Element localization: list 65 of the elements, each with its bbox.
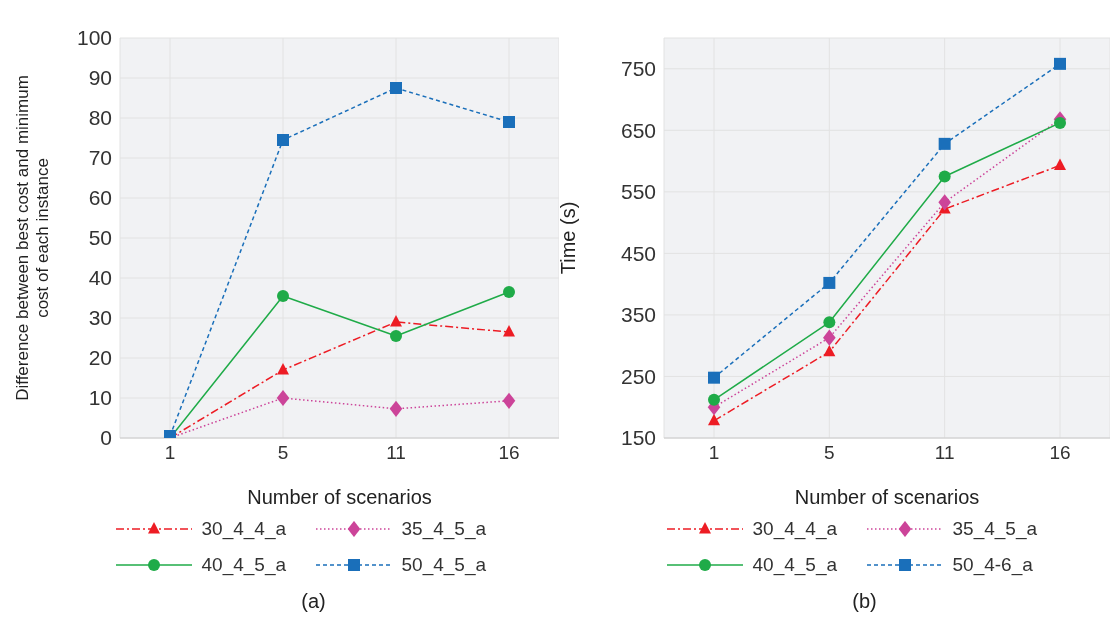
x-tick-label: 5 (277, 442, 289, 464)
point (938, 194, 951, 211)
legend-label: 50_4-6_a (952, 554, 1033, 576)
y-tick-label: 80 (88, 106, 112, 130)
point (276, 389, 290, 407)
x-tick-label: 5 (824, 442, 835, 464)
y-tick-label: 100 (76, 26, 112, 50)
y-axis-title: Time (s) (557, 201, 579, 275)
y-tick-label: 150 (620, 426, 656, 450)
y-tick-label: 70 (88, 146, 112, 170)
point (277, 363, 289, 375)
point (502, 392, 516, 409)
y-tick-label: 90 (88, 66, 112, 90)
point (823, 344, 836, 357)
y-tick-label: 650 (620, 118, 656, 142)
point (277, 290, 289, 302)
y-tick-label: 0 (100, 426, 112, 450)
point (708, 393, 720, 406)
point (390, 82, 402, 94)
point (277, 134, 289, 146)
point (1054, 57, 1066, 70)
y-tick-label: 550 (620, 180, 656, 204)
y-tick-label: 450 (620, 241, 656, 265)
point (708, 371, 720, 384)
y-tick-label: 750 (620, 57, 656, 81)
point (389, 400, 403, 417)
x-tick-label: 16 (1049, 442, 1071, 464)
point (390, 330, 402, 342)
y-tick-label: 350 (620, 303, 656, 327)
y-tick-label: 10 (88, 386, 112, 410)
point (708, 413, 720, 426)
point (390, 315, 402, 327)
y-tick-label: 250 (620, 364, 656, 388)
y-tick-label: 50 (88, 226, 112, 250)
point (503, 286, 515, 298)
legend-label: 35_4_5_a (952, 518, 1038, 540)
y-tick-label: 20 (88, 346, 112, 370)
point (823, 316, 836, 329)
x-tick-label: 1 (164, 442, 176, 464)
point (938, 170, 951, 183)
x-tick-label: 11 (386, 442, 406, 464)
point (1054, 116, 1066, 129)
legend-label: 35_4_5_a (401, 518, 487, 540)
legend-label: 30_4_4_a (752, 518, 838, 540)
x-tick-label: 16 (498, 442, 520, 464)
y-tick-label: 40 (88, 266, 112, 290)
text: (b) (851, 590, 878, 613)
point (823, 329, 836, 346)
legend-label: 50_4_5_a (401, 554, 487, 576)
y-tick-label: 60 (88, 186, 112, 210)
x-tick-label: 1 (708, 442, 720, 464)
point (938, 137, 951, 150)
legend-label: 30_4_4_a (201, 518, 287, 540)
y-tick-label: 30 (88, 306, 112, 330)
point (503, 116, 515, 128)
point (1054, 158, 1066, 170)
x-axis-title: Number of scenarios (794, 486, 980, 508)
text: (a) (300, 590, 327, 613)
legend-label: 40_4_5_a (752, 554, 838, 576)
x-tick-label: 11 (934, 442, 955, 464)
point (823, 276, 836, 289)
legend-label: 40_4_5_a (201, 554, 287, 576)
point (503, 325, 515, 337)
y-axis-title: Difference between best cost and minimum cost of each instance (13, 75, 53, 401)
x-axis-title: Number of scenarios (247, 486, 432, 508)
